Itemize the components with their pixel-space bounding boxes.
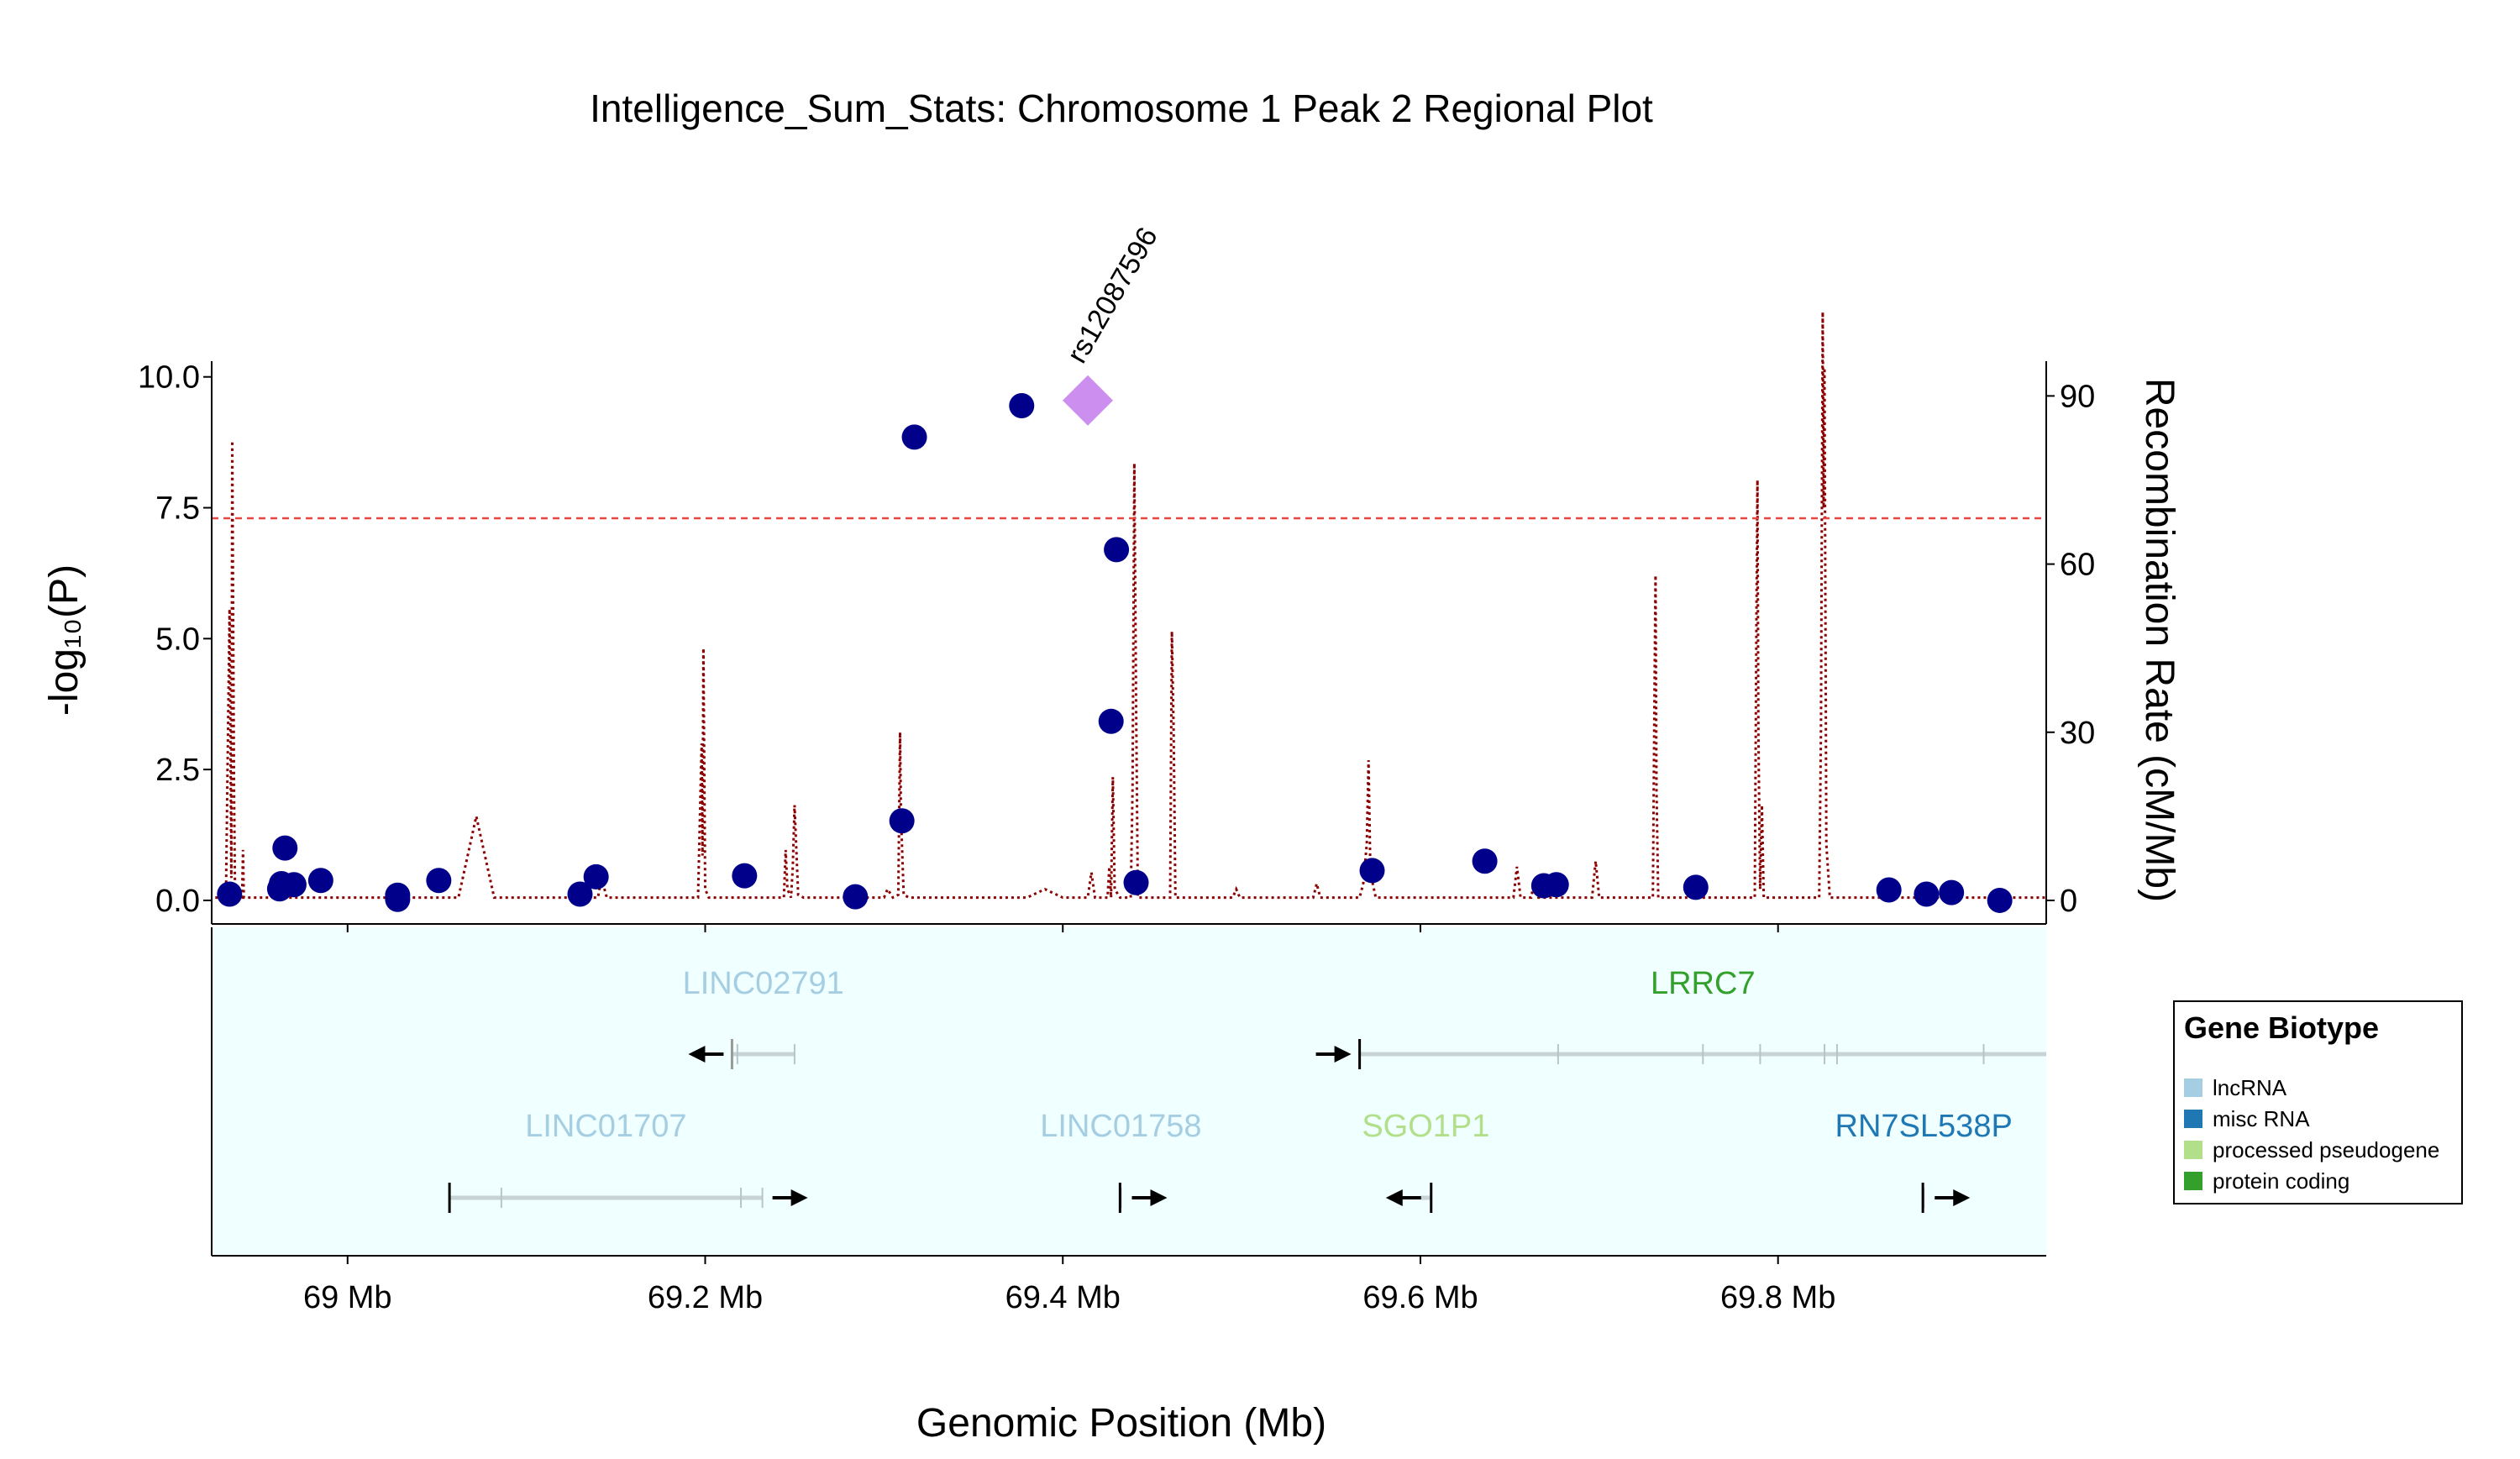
- snp-point: [1472, 848, 1498, 874]
- snp-point: [1359, 858, 1385, 884]
- legend-title: Gene Biotype: [2184, 1010, 2379, 1045]
- snp-point: [1104, 537, 1130, 563]
- gene-label: LINC02791: [683, 966, 844, 1001]
- legend-item-label: protein coding: [2213, 1168, 2349, 1194]
- strand-arrow-head: [1385, 1189, 1403, 1206]
- axes: 0.0 2.5 5.0 7.5 10.0 0 30 60 90 69 Mb 69.2 Mb 69.4 …: [138, 360, 2095, 1315]
- snp-point: [901, 424, 927, 450]
- gene-lrrc7: LRRC7: [1315, 966, 2046, 1069]
- y2-tick-label: 0: [2060, 884, 2077, 919]
- snp-point: [1939, 879, 1965, 905]
- strand-arrow-head: [790, 1189, 808, 1206]
- legend-swatch: [2184, 1172, 2202, 1190]
- gene-label: RN7SL538P: [1835, 1109, 2013, 1144]
- y2-tick-label: 30: [2060, 716, 2095, 751]
- gene-linc01758: LINC01758: [1040, 1109, 1202, 1213]
- snp-point: [1543, 872, 1569, 898]
- y2-tick-label: 60: [2060, 548, 2095, 583]
- legend: Gene Biotype lncRNA misc RNA processed pseu…: [2173, 1000, 2463, 1204]
- snp-point: [426, 868, 452, 894]
- y-axis-title: -log₁₀(P): [42, 564, 87, 716]
- chart-title: Intelligence_Sum_Stats: Chromosome 1 Pea…: [590, 87, 1653, 130]
- snp-point: [385, 882, 411, 908]
- legend-box: [2173, 1000, 2463, 1204]
- strand-arrow-head: [1334, 1046, 1352, 1063]
- legend-item-label: lncRNA: [2213, 1075, 2287, 1100]
- snp-point: [1914, 881, 1940, 907]
- snp-point: [1987, 887, 2013, 913]
- snp-point: [889, 808, 915, 834]
- gene-label: LINC01758: [1040, 1109, 1201, 1144]
- gene-linc02791: LINC02791: [683, 966, 844, 1069]
- snp-point: [1098, 708, 1124, 734]
- gene-linc01707: LINC01707: [448, 1109, 808, 1213]
- snp-point: [1009, 392, 1035, 418]
- y-tick-label: 10.0: [138, 360, 200, 396]
- lead-snp-marker: [1063, 375, 1114, 426]
- strand-arrow-head: [1150, 1189, 1168, 1206]
- legend-swatch: [2184, 1141, 2202, 1159]
- gene-label: SGO1P1: [1362, 1109, 1489, 1144]
- x-axis-title: Genomic Position (Mb): [916, 1401, 1326, 1446]
- legend-swatch: [2184, 1079, 2202, 1097]
- snp-point: [567, 881, 593, 907]
- legend-swatch: [2184, 1110, 2202, 1128]
- snp-point: [217, 881, 243, 907]
- snp-point: [281, 872, 307, 898]
- legend-item-label: processed pseudogene: [2213, 1137, 2439, 1162]
- snp-point: [843, 884, 869, 910]
- x-tick-label: 69.6 Mb: [1362, 1280, 1478, 1315]
- snp-point: [1876, 877, 1902, 903]
- y-tick-label: 5.0: [155, 622, 200, 657]
- x-tick-label: 69.2 Mb: [648, 1280, 763, 1315]
- x-tick-label: 69.8 Mb: [1720, 1280, 1835, 1315]
- snp-point: [732, 863, 758, 889]
- y-tick-label: 0.0: [155, 884, 200, 919]
- gene-track: LINC02791 LRRC7 LINC01707 LINC01758 SGO1P1 RN…: [212, 927, 2046, 1256]
- x-tick-label: 69 Mb: [303, 1280, 392, 1315]
- snp-point: [1683, 874, 1709, 900]
- y-tick-label: 2.5: [155, 753, 200, 788]
- snp-point: [1123, 869, 1149, 895]
- strand-arrow-head: [688, 1046, 706, 1063]
- gene-label: LRRC7: [1651, 966, 1756, 1001]
- gene-panel-background: [212, 927, 2046, 1256]
- y2-axis-title: Recombination Rate (cM/Mb): [2137, 378, 2181, 902]
- snp-point: [307, 868, 333, 894]
- x-tick-label: 69.4 Mb: [1005, 1280, 1121, 1315]
- gene-sgo1p1: SGO1P1: [1362, 1109, 1489, 1213]
- gene-label: LINC01707: [525, 1109, 686, 1144]
- recombination-rate-line: [215, 312, 2046, 900]
- legend-item-label: misc RNA: [2213, 1106, 2310, 1131]
- gene-rn7sl538p: RN7SL538P: [1835, 1109, 2013, 1213]
- snp-point: [272, 835, 298, 861]
- strand-arrow-head: [1953, 1189, 1971, 1206]
- y-tick-label: 7.5: [155, 491, 200, 527]
- snp-point: [583, 863, 609, 890]
- y2-tick-label: 90: [2060, 379, 2095, 414]
